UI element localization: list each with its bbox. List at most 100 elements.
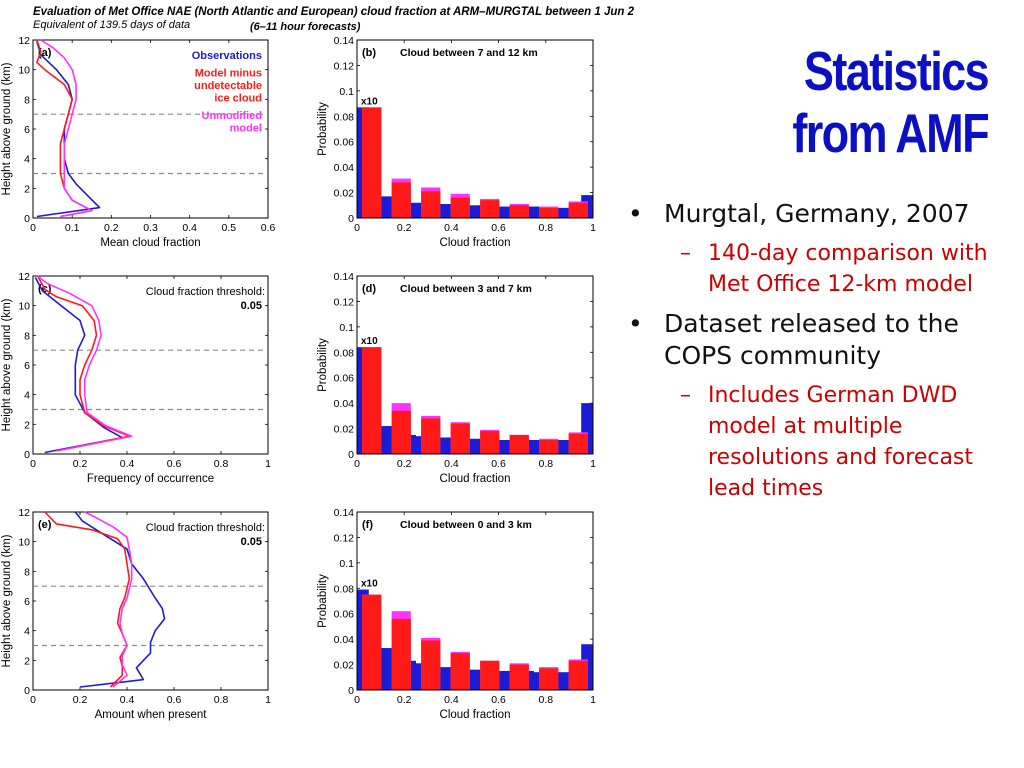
model-minus-bar bbox=[480, 660, 500, 690]
observation-bar bbox=[557, 207, 570, 218]
slide-title-line2: from AMF bbox=[792, 102, 989, 164]
x-tick-label: 1 bbox=[590, 694, 596, 706]
y-tick-label: 4 bbox=[24, 154, 30, 166]
y-tick-label: 0.08 bbox=[334, 111, 355, 123]
series-line bbox=[34, 277, 124, 454]
x-tick-label: 0.8 bbox=[538, 458, 553, 470]
model-minus-bar bbox=[421, 640, 441, 690]
y-tick-label: 0.12 bbox=[334, 60, 355, 72]
y-tick-label: 0.12 bbox=[334, 532, 355, 544]
model-minus-bar bbox=[509, 664, 529, 690]
y-tick-label: 6 bbox=[24, 124, 30, 136]
y-tick-label: 0.1 bbox=[339, 322, 354, 334]
x-tick-label: 0.4 bbox=[120, 458, 135, 470]
legend-entry: ice cloud bbox=[214, 93, 262, 105]
y-tick-label: 0 bbox=[348, 449, 354, 461]
bullet-text: Murgtal, Germany, 2007 bbox=[664, 199, 970, 228]
model-minus-bar bbox=[362, 107, 382, 218]
y-tick-label: 10 bbox=[18, 537, 30, 549]
observation-bar bbox=[380, 426, 393, 454]
x-axis-label: Cloud fraction bbox=[440, 709, 511, 721]
x-tick-label: 0.4 bbox=[444, 458, 459, 470]
x-axis-label: Mean cloud fraction bbox=[100, 237, 200, 249]
figure-title: Evaluation of Met Office NAE (North Atla… bbox=[33, 6, 635, 18]
x-tick-label: 0.5 bbox=[222, 222, 237, 234]
x-tick-label: 0.8 bbox=[214, 694, 229, 706]
model-minus-bar bbox=[391, 618, 411, 690]
chart-panel: 0 0.1 0.2 0.3 0.4 0.5 0.6 0 2 4 6 8 10 12 Mean cloud f… bbox=[1, 35, 275, 249]
annotation-value: 0.05 bbox=[241, 536, 262, 548]
chart-panel: 0 0.2 0.4 0.6 0.8 1 0 0.02 0.04 0.06 0.08 0.1 0.12 0.… bbox=[317, 35, 596, 249]
x-tick-label: 0 bbox=[354, 222, 360, 234]
model-minus-bar bbox=[568, 433, 588, 454]
y-tick-label: 0.04 bbox=[334, 162, 355, 174]
x-tick-label: 0 bbox=[354, 458, 360, 470]
y-tick-label: 8 bbox=[24, 330, 30, 342]
legend-entry: Unmodified bbox=[202, 110, 263, 122]
x-tick-label: 0.6 bbox=[491, 458, 506, 470]
y-tick-label: 12 bbox=[18, 271, 30, 283]
x-tick-label: 0.3 bbox=[143, 222, 158, 234]
model-minus-bar bbox=[421, 418, 441, 454]
plot-frame bbox=[32, 511, 269, 691]
panel-letter: (b) bbox=[362, 47, 376, 59]
model-minus-bar bbox=[450, 653, 470, 690]
y-tick-label: 2 bbox=[24, 183, 30, 195]
x-tick-label: 0.6 bbox=[491, 222, 506, 234]
observation-bar bbox=[557, 440, 570, 454]
model-minus-bar bbox=[391, 410, 411, 454]
model-minus-bar bbox=[391, 182, 411, 218]
x-tick-label: 0.6 bbox=[167, 694, 182, 706]
legend-entry: Observations bbox=[192, 50, 262, 62]
model-minus-bar bbox=[509, 205, 529, 218]
annotation-text: Cloud fraction threshold: bbox=[146, 522, 265, 534]
legend-entry: model bbox=[230, 123, 262, 135]
model-minus-bar bbox=[362, 594, 382, 690]
observation-bar bbox=[439, 437, 452, 454]
observation-bar bbox=[498, 670, 511, 690]
x-tick-label: 0.4 bbox=[182, 222, 197, 234]
first-bin-scale-label: x10 bbox=[361, 96, 378, 107]
x-tick-label: 0.1 bbox=[65, 222, 80, 234]
model-minus-bar bbox=[362, 347, 382, 454]
x-axis-label: Amount when present bbox=[95, 709, 208, 721]
series-line bbox=[40, 39, 93, 218]
x-tick-label: 1 bbox=[265, 694, 271, 706]
y-tick-label: 0.1 bbox=[339, 558, 354, 570]
series-line bbox=[37, 275, 133, 452]
model-minus-bar bbox=[480, 431, 500, 454]
x-tick-label: 1 bbox=[590, 222, 596, 234]
y-tick-label: 12 bbox=[18, 35, 30, 47]
y-tick-label: 0 bbox=[348, 685, 354, 697]
y-tick-label: 2 bbox=[24, 419, 30, 431]
y-tick-label: 0.1 bbox=[339, 86, 354, 98]
series-line bbox=[84, 511, 133, 688]
first-bin-scale-label: x10 bbox=[361, 579, 378, 590]
model-minus-bar bbox=[568, 660, 588, 690]
x-tick-label: 0.2 bbox=[397, 458, 412, 470]
legend-entry: Model minus bbox=[195, 68, 262, 80]
y-tick-label: 6 bbox=[24, 360, 30, 372]
bullet-dot-icon: • bbox=[628, 309, 643, 338]
x-tick-label: 0 bbox=[30, 222, 36, 234]
series-line bbox=[36, 39, 93, 218]
y-tick-label: 0.02 bbox=[334, 188, 355, 200]
y-tick-label: 0.06 bbox=[334, 373, 355, 385]
model-minus-bar bbox=[450, 197, 470, 218]
x-tick-label: 0 bbox=[30, 694, 36, 706]
x-tick-label: 0.6 bbox=[167, 458, 182, 470]
first-bin-scale-label: x10 bbox=[361, 336, 378, 347]
x-axis-label: Cloud fraction bbox=[440, 237, 511, 249]
plot-frame bbox=[356, 275, 594, 455]
observation-bar bbox=[557, 672, 570, 690]
y-tick-label: 10 bbox=[18, 301, 30, 313]
x-tick-label: 1 bbox=[590, 458, 596, 470]
x-tick-label: 0.8 bbox=[538, 222, 553, 234]
y-tick-label: 8 bbox=[24, 94, 30, 106]
sub-bullet-text: 140-day comparison with Met Office 12-km… bbox=[708, 241, 988, 297]
plot-frame bbox=[32, 275, 269, 455]
bullet-dot-icon: • bbox=[628, 199, 643, 228]
